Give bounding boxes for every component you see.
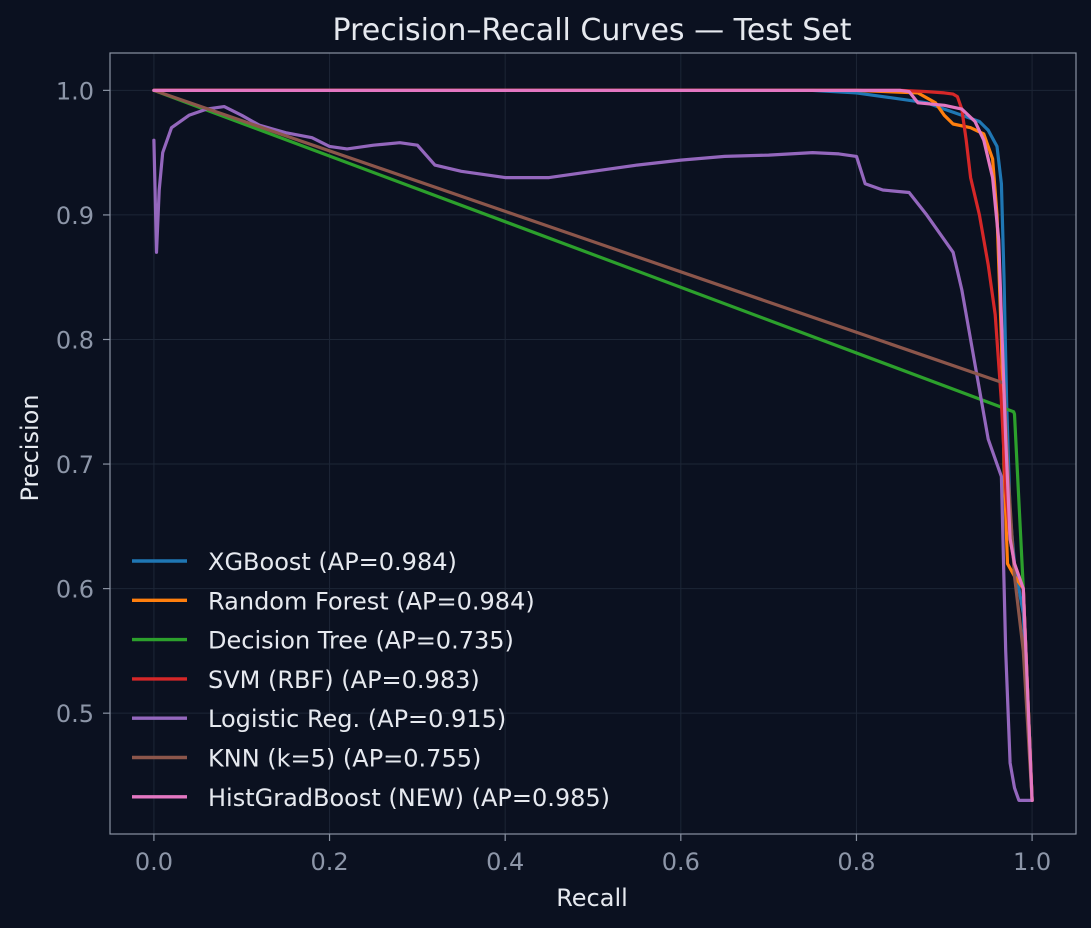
legend-label: XGBoost (AP=0.984) xyxy=(208,548,457,576)
y-tick-label: 0.5 xyxy=(56,700,94,728)
legend-label: Decision Tree (AP=0.735) xyxy=(208,627,514,655)
series-line-histgradboost xyxy=(152,88,1034,802)
legend: XGBoost (AP=0.984) Random Forest (AP=0.98… xyxy=(132,548,610,812)
series-line-logistic-reg xyxy=(152,105,1034,802)
x-tick-label: 0.0 xyxy=(135,848,173,876)
grid-lines xyxy=(110,53,1076,834)
legend-label: KNN (k=5) (AP=0.755) xyxy=(208,745,481,773)
series-lines xyxy=(152,88,1034,802)
legend-label: SVM (RBF) (AP=0.983) xyxy=(208,666,480,694)
y-tick-label: 0.7 xyxy=(56,451,94,479)
x-tick-label: 0.2 xyxy=(310,848,348,876)
legend-label: Random Forest (AP=0.984) xyxy=(208,587,535,615)
axis-ticks: 0.0 0.2 0.4 0.6 0.8 1.0 0.5 0.6 0.7 0.8 0.9 1.0 xyxy=(56,77,1051,876)
plot-frame xyxy=(109,52,1077,835)
x-tick-label: 1.0 xyxy=(1013,848,1051,876)
y-tick-label: 0.9 xyxy=(56,202,94,230)
x-axis-label: Recall xyxy=(556,884,628,912)
x-tick-label: 0.6 xyxy=(662,848,700,876)
x-tick-label: 0.4 xyxy=(486,848,524,876)
legend-label: Logistic Reg. (AP=0.915) xyxy=(208,705,506,733)
series-line-knn xyxy=(152,88,1034,802)
y-tick-label: 0.6 xyxy=(56,576,94,604)
x-tick-label: 0.8 xyxy=(837,848,875,876)
y-axis-label: Precision xyxy=(16,394,44,501)
chart-title: Precision–Recall Curves — Test Set xyxy=(333,13,852,48)
y-tick-label: 1.0 xyxy=(56,77,94,105)
legend-label: HistGradBoost (NEW) (AP=0.985) xyxy=(208,784,610,812)
y-tick-label: 0.8 xyxy=(56,326,94,354)
